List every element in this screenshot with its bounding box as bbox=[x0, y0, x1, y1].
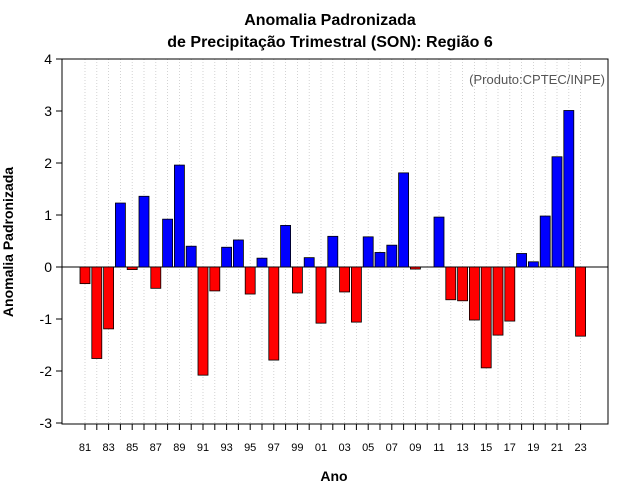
bar-20 bbox=[539, 215, 551, 268]
x-tick-label: 17 bbox=[504, 442, 516, 454]
bar-07 bbox=[386, 244, 398, 268]
y-tick-label: -3 bbox=[40, 415, 53, 431]
bar-08 bbox=[398, 172, 410, 268]
bar-05 bbox=[362, 236, 374, 268]
x-tick-label: 13 bbox=[456, 442, 468, 454]
bar-94 bbox=[232, 239, 244, 268]
x-tick-label: 23 bbox=[574, 442, 586, 454]
bar-92 bbox=[209, 266, 221, 292]
x-tick-label: 03 bbox=[338, 442, 350, 454]
plot-frame bbox=[61, 58, 609, 425]
bar-11 bbox=[433, 216, 445, 268]
y-tick-label: 3 bbox=[44, 103, 52, 119]
bar-82 bbox=[91, 266, 103, 359]
x-tick-label: 93 bbox=[220, 442, 232, 454]
y-tick-label: 4 bbox=[44, 51, 52, 67]
bar-18 bbox=[516, 253, 527, 268]
bar-22 bbox=[563, 110, 575, 268]
y-tick-label: 1 bbox=[44, 207, 52, 223]
bar-88 bbox=[162, 218, 174, 268]
bar-99 bbox=[291, 266, 303, 294]
bar-03 bbox=[339, 266, 351, 293]
bar-85 bbox=[126, 266, 138, 270]
bar-04 bbox=[350, 266, 362, 323]
source-label: (Produto:CPTEC/INPE) bbox=[469, 72, 605, 87]
bar-15 bbox=[480, 266, 492, 369]
bar-95 bbox=[244, 266, 256, 295]
x-tick-label: 87 bbox=[150, 442, 162, 454]
x-axis-label: Ano bbox=[320, 468, 347, 484]
bar-91 bbox=[197, 266, 209, 376]
x-axis: 81 83 85 87 89 91 93 95 97 99 01 03 05 07 09 11 13 15 17 19… bbox=[79, 424, 587, 454]
bar-93 bbox=[221, 246, 233, 268]
bar-97 bbox=[268, 266, 280, 361]
y-tick-label: 0 bbox=[44, 259, 52, 275]
bar-13 bbox=[457, 266, 469, 302]
x-tick-label: 21 bbox=[551, 442, 563, 454]
x-tick-label: 81 bbox=[79, 442, 91, 454]
bar-96 bbox=[256, 257, 268, 268]
bar-89 bbox=[173, 164, 185, 268]
bar-19 bbox=[528, 261, 539, 268]
bar-06 bbox=[374, 252, 386, 268]
bar-17 bbox=[504, 266, 516, 322]
bar-21 bbox=[551, 156, 563, 268]
x-tick-label: 91 bbox=[197, 442, 209, 454]
x-tick-label: 99 bbox=[291, 442, 303, 454]
bar-09 bbox=[409, 266, 421, 270]
x-tick-label: 05 bbox=[362, 442, 374, 454]
y-axis: -3 -2 -1 0 1 2 3 4 bbox=[40, 51, 62, 431]
bar-12 bbox=[445, 266, 457, 301]
y-tick-label: -2 bbox=[40, 363, 53, 379]
x-tick-label: 95 bbox=[244, 442, 256, 454]
x-tick-label: 83 bbox=[102, 442, 114, 454]
bar-00 bbox=[303, 257, 315, 268]
x-tick-label: 89 bbox=[173, 442, 185, 454]
chart-title-line1: Anomalia Padronizada bbox=[244, 12, 416, 29]
bar-16 bbox=[492, 266, 504, 336]
bar-01 bbox=[315, 266, 327, 324]
x-tick-label: 01 bbox=[315, 442, 327, 454]
x-tick-label: 85 bbox=[126, 442, 138, 454]
bar-84 bbox=[115, 202, 126, 268]
x-tick-label: 15 bbox=[480, 442, 492, 454]
y-tick-label: 2 bbox=[44, 155, 52, 171]
chart-title-line2: de Precipitação Trimestral (SON): Região… bbox=[167, 34, 493, 51]
bar-87 bbox=[150, 266, 162, 289]
bar-81 bbox=[79, 266, 91, 285]
bar-86 bbox=[138, 195, 150, 268]
x-tick-label: 19 bbox=[527, 442, 539, 454]
x-tick-label: 07 bbox=[386, 442, 398, 454]
y-tick-label: -1 bbox=[40, 311, 53, 327]
bar-83 bbox=[103, 266, 114, 330]
x-tick-label: 97 bbox=[268, 442, 280, 454]
bar-90 bbox=[185, 245, 197, 268]
bar-98 bbox=[280, 224, 292, 268]
y-axis-label: Anomalia Padronizada bbox=[0, 167, 16, 317]
bar-23 bbox=[575, 266, 586, 337]
x-tick-label: 11 bbox=[433, 442, 444, 454]
bars bbox=[79, 110, 586, 376]
bar-02 bbox=[327, 235, 339, 268]
x-tick-label: 09 bbox=[409, 442, 421, 454]
bar-14 bbox=[468, 266, 480, 321]
